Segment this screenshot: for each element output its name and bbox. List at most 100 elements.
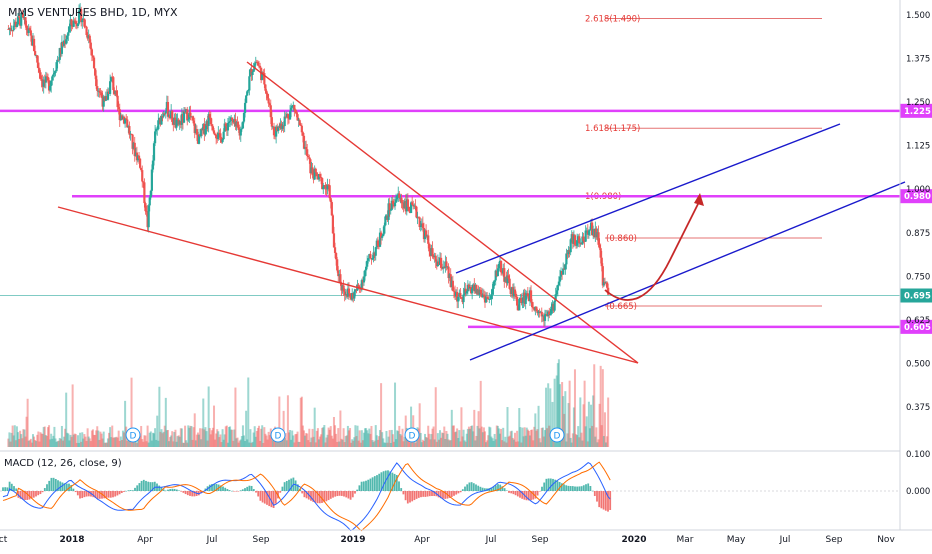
candle-body (390, 200, 393, 210)
candle-body (499, 260, 503, 273)
volume-bar (488, 426, 491, 447)
volume-bar (527, 430, 530, 447)
macd-tick-label: 0.100 (906, 450, 930, 460)
volume-bar (441, 432, 444, 447)
candle-body (164, 111, 167, 114)
candle-body (73, 20, 76, 22)
volume-bar (70, 436, 73, 447)
volume-bar (305, 433, 308, 447)
chart-title: MMS VENTURES BHD, 1D, MYX (8, 6, 178, 19)
macd-histogram-bar (406, 491, 409, 504)
volume-bar (220, 442, 223, 447)
volume-bar (563, 413, 566, 447)
volume-bar (119, 436, 122, 447)
macd-histogram-bar (19, 491, 22, 499)
candle-body (156, 129, 159, 130)
candle-body (326, 184, 329, 190)
volume-bar (151, 432, 154, 447)
volume-bar (253, 426, 256, 447)
macd-histogram-bar (57, 480, 59, 491)
macd-histogram-bar (237, 491, 240, 492)
candle-body (245, 95, 248, 103)
candle-body (77, 10, 81, 24)
volume-bar (189, 425, 192, 447)
volume-bar (326, 434, 329, 447)
candle-body (363, 270, 367, 277)
macd-histogram-bar (244, 488, 246, 491)
candle-body (130, 133, 133, 135)
dividend-marker[interactable] (549, 427, 565, 443)
dividend-marker[interactable] (125, 427, 141, 443)
candle-body (74, 21, 77, 25)
volume-bar (512, 439, 515, 447)
macd-histogram-bar (312, 491, 315, 502)
volume-bar (557, 359, 560, 447)
volume-bar (455, 431, 458, 447)
volume-bar (14, 440, 17, 447)
macd-histogram-bar (556, 480, 559, 491)
volume-bar (298, 441, 301, 447)
volume-bar (350, 442, 353, 447)
volume-bar (422, 441, 425, 447)
volume-bar (138, 436, 141, 447)
macd-histogram-bar (147, 481, 150, 491)
dividend-marker[interactable] (270, 427, 286, 443)
candle-body (554, 294, 557, 301)
volume-bar (59, 438, 62, 447)
volume-bar (38, 441, 41, 447)
volume-bar (160, 429, 163, 447)
macd-indicator-label[interactable]: MACD (12, 26, close, 9) (4, 458, 122, 469)
candle-body (540, 311, 543, 317)
volume-bar (301, 425, 304, 447)
volume-bar (254, 436, 257, 447)
candle-body (110, 76, 113, 82)
macd-histogram-bar (301, 491, 304, 494)
candle-body (85, 26, 88, 36)
volume-bar (452, 425, 455, 447)
candle-body (291, 105, 294, 108)
macd-histogram-bar (437, 491, 440, 498)
candle-body (137, 155, 141, 159)
volume-bar (600, 425, 603, 447)
volume-bar (232, 440, 235, 447)
volume-bar (198, 434, 201, 447)
volume-bar (542, 436, 545, 447)
volume-bar (593, 364, 596, 447)
candle-body (335, 252, 338, 260)
volume-bar (590, 404, 593, 447)
volume-bar (368, 428, 371, 447)
macd-histogram-bar (362, 481, 365, 491)
macd-histogram-bar (103, 491, 106, 499)
volume-bar (357, 440, 360, 447)
candle-body (471, 288, 474, 294)
candle-body (573, 235, 577, 245)
dividend-marker[interactable] (404, 427, 420, 443)
volume-bar (478, 428, 481, 447)
volume-bar (144, 435, 147, 447)
volume-bar (297, 441, 300, 447)
volume-bar (465, 433, 468, 447)
volume-bar (413, 441, 416, 447)
volume-bar (437, 439, 440, 447)
volume-bar (515, 441, 518, 447)
volume-bar (347, 430, 350, 447)
candle-body (272, 126, 276, 136)
candle-body (265, 90, 268, 95)
volume-bar (236, 437, 239, 447)
candle-body (40, 79, 43, 81)
volume-bar (65, 392, 68, 447)
macd-histogram-bar (288, 479, 290, 491)
candle-body (305, 147, 308, 150)
macd-histogram-bar (13, 486, 15, 491)
volume-bar (576, 435, 579, 447)
macd-histogram-bar (186, 491, 189, 496)
volume-bar (335, 433, 338, 447)
volume-bar (97, 430, 100, 447)
candle-body (44, 76, 47, 83)
volume-bar (120, 439, 123, 447)
macd-histogram-bar (255, 491, 257, 493)
macd-histogram-bar (400, 488, 403, 491)
volume-bar (270, 436, 273, 447)
volume-bar (246, 439, 249, 447)
